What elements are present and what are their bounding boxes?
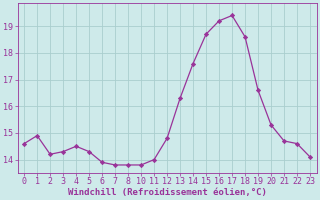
X-axis label: Windchill (Refroidissement éolien,°C): Windchill (Refroidissement éolien,°C) <box>68 188 267 197</box>
